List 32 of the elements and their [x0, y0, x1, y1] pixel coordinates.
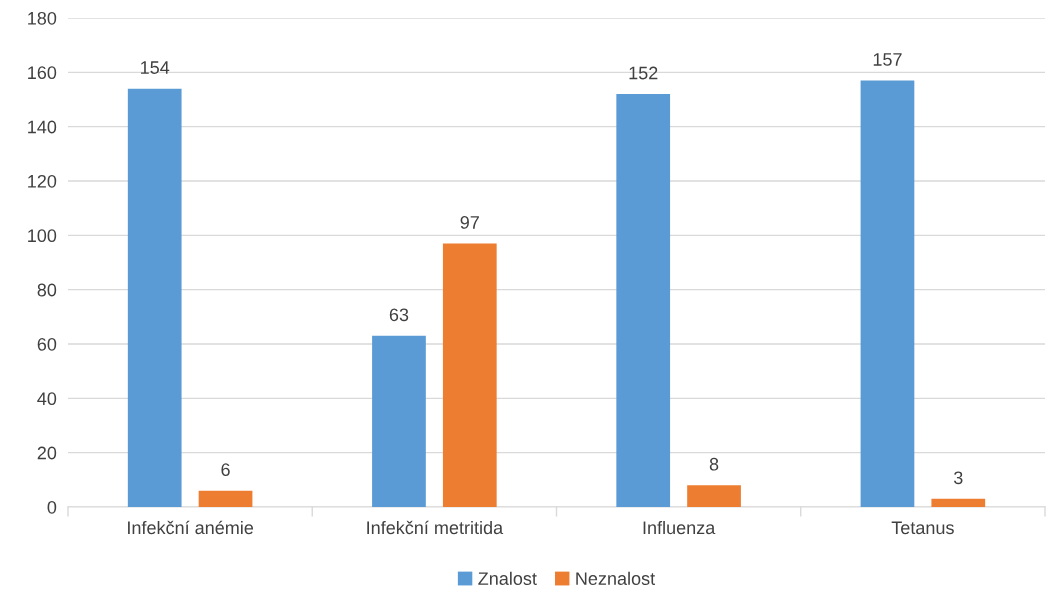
y-tick-label: 180 — [28, 11, 57, 25]
y-tick-label: 100 — [28, 229, 57, 243]
x-tick-label: Tetanus — [891, 521, 954, 535]
x-tick-label: Influenza — [643, 520, 716, 535]
y-tick-label: 140 — [28, 120, 57, 134]
bar — [198, 490, 253, 507]
data-label: 63 — [389, 308, 409, 322]
y-tick-label: 60 — [37, 337, 57, 351]
data-label: 3 — [953, 471, 963, 485]
y-tick-label: 120 — [28, 174, 57, 188]
bar — [616, 94, 671, 507]
x-tick-label: Infekční anémie — [128, 520, 254, 535]
data-label: 152 — [629, 66, 658, 80]
bar — [127, 88, 182, 507]
data-label: 6 — [221, 463, 230, 477]
bar — [860, 80, 915, 507]
bar — [687, 485, 741, 507]
y-tick-label: 0 — [47, 500, 57, 514]
data-label: 157 — [873, 53, 902, 66]
y-tick-label: 20 — [37, 446, 57, 460]
data-label: 154 — [141, 61, 170, 74]
data-label: 8 — [709, 457, 719, 471]
y-tick-label: 40 — [37, 392, 57, 406]
x-tick-label: Infekční metritida — [367, 520, 504, 535]
legend-label: Znalost — [478, 571, 537, 585]
legend-label: Neznalost — [576, 571, 656, 585]
y-tick-label: 160 — [28, 66, 57, 80]
bar — [442, 243, 497, 507]
bar — [931, 498, 986, 507]
bar — [372, 335, 426, 507]
y-tick-label: 80 — [37, 283, 57, 297]
data-label: 97 — [460, 216, 479, 229]
